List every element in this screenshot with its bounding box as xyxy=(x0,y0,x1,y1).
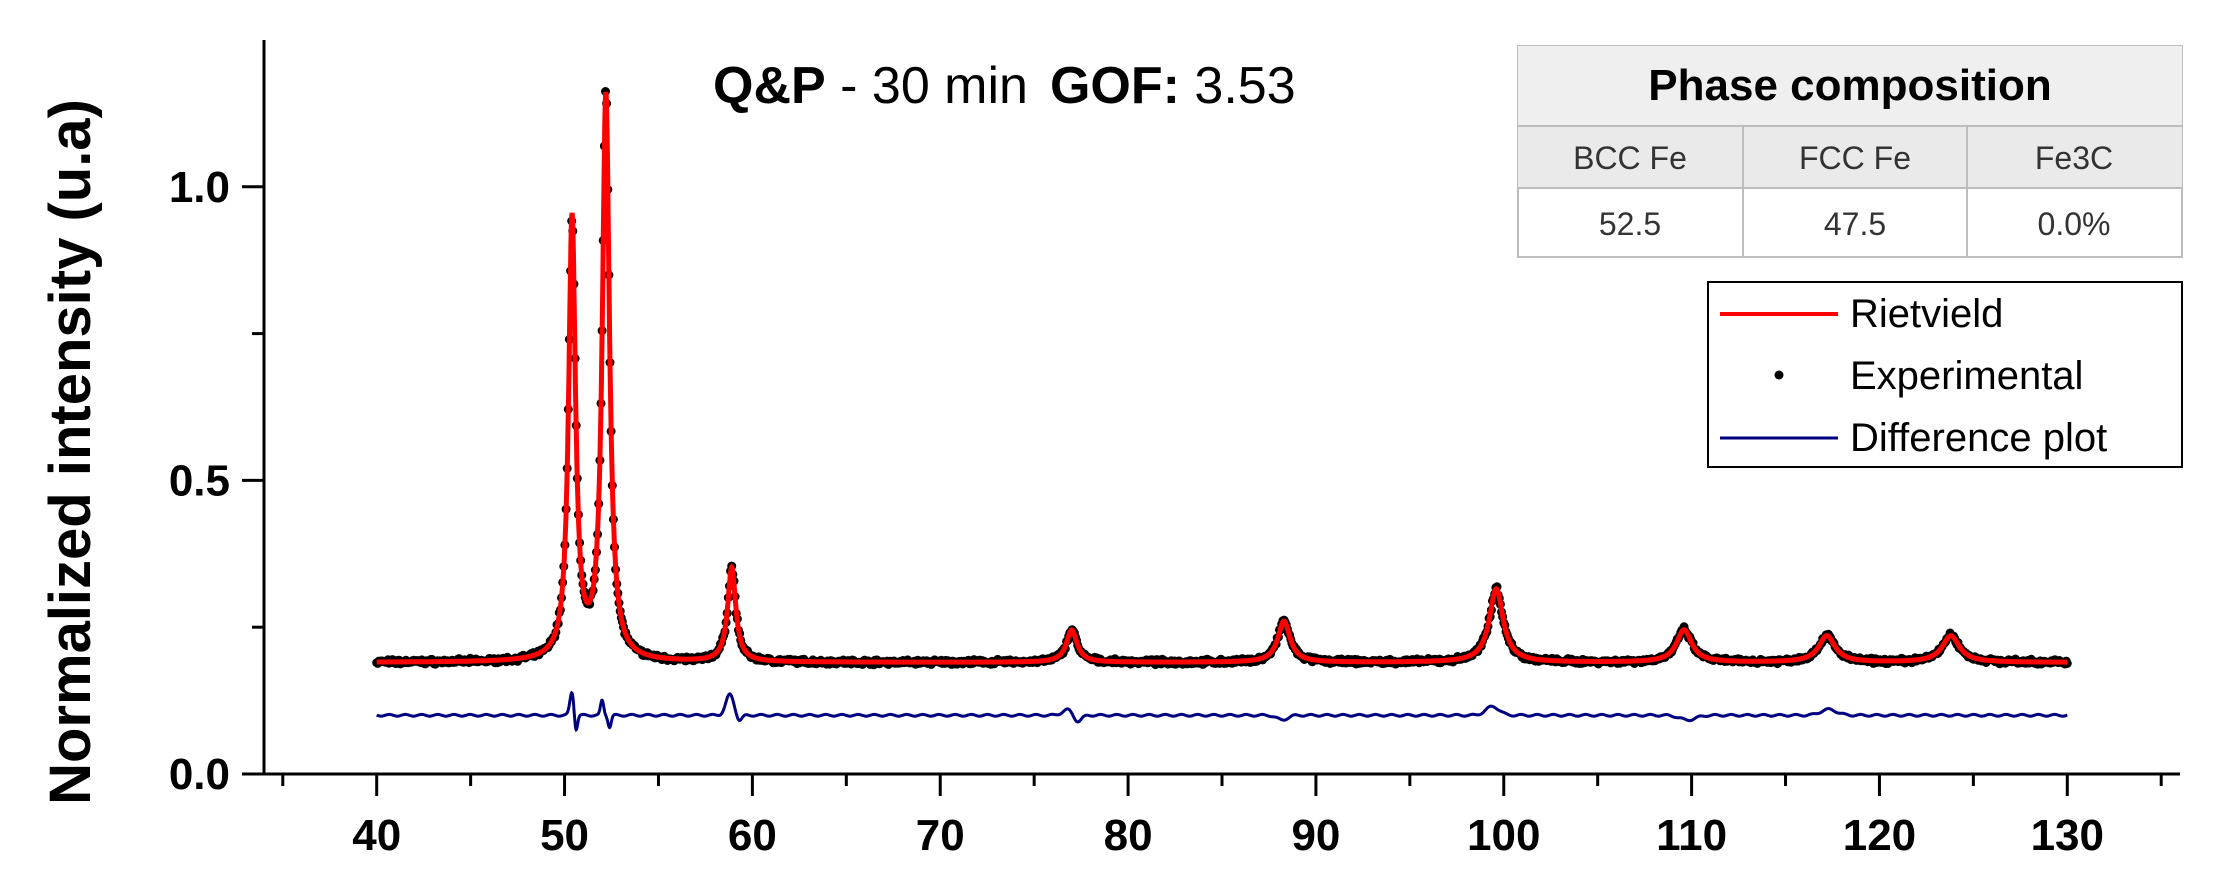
rietvield-series-line xyxy=(376,91,2068,665)
table-value-fe3c: 0.0% xyxy=(2038,206,2111,242)
title-rest: - 30 min xyxy=(826,57,1028,115)
table-value-fcc: 47.5 xyxy=(1824,206,1886,242)
plot-area xyxy=(372,87,2072,733)
title-bold: Q&P xyxy=(713,57,826,115)
x-tick-label: 80 xyxy=(1104,811,1153,860)
y-tick-label: 0.0 xyxy=(169,750,230,799)
x-tick-label: 40 xyxy=(352,811,401,860)
x-tick-label: 130 xyxy=(2031,811,2104,860)
table-header-fe3c: Fe3C xyxy=(2035,140,2113,176)
legend-experimental-dot xyxy=(1774,370,1784,380)
axes: 40 50 60 70 80 90 100 110 120 130 0.0 0.5 1.0 xyxy=(169,40,2180,860)
gof-value: 3.53 xyxy=(1180,57,1296,115)
gof-label: GOF: xyxy=(1050,57,1180,115)
table-title: Phase composition xyxy=(1648,61,2051,110)
chart-title: Q&P - 30 min GOF: 3.53 xyxy=(713,57,1296,115)
table-header-fcc: FCC Fe xyxy=(1799,140,1911,176)
x-tick-label: 110 xyxy=(1656,811,1727,860)
difference-series-line xyxy=(376,690,2068,733)
x-tick-label: 50 xyxy=(540,811,589,860)
x-tick-label: 60 xyxy=(728,811,777,860)
legend: Rietvield Experimental Difference plot xyxy=(1707,281,2183,468)
legend-rietvield-label: Rietvield xyxy=(1850,292,2003,336)
table-header-bg xyxy=(1518,126,2182,188)
legend-experimental-label: Experimental xyxy=(1850,354,2083,398)
legend-difference-label: Difference plot xyxy=(1850,416,2107,460)
y-tick-label: 1.0 xyxy=(169,163,230,212)
x-tick-label: 100 xyxy=(1467,811,1540,860)
table-value-bcc: 52.5 xyxy=(1599,206,1661,242)
x-tick-label: 90 xyxy=(1291,811,1340,860)
table-title-bg xyxy=(1518,46,2182,126)
x-tick-label: 70 xyxy=(916,811,965,860)
table-header-bcc: BCC Fe xyxy=(1573,140,1687,176)
y-tick-label: 0.5 xyxy=(169,456,230,505)
phase-table: Phase composition BCC Fe FCC Fe Fe3C 52.… xyxy=(1517,45,2183,258)
x-tick-label: 120 xyxy=(1843,811,1916,860)
